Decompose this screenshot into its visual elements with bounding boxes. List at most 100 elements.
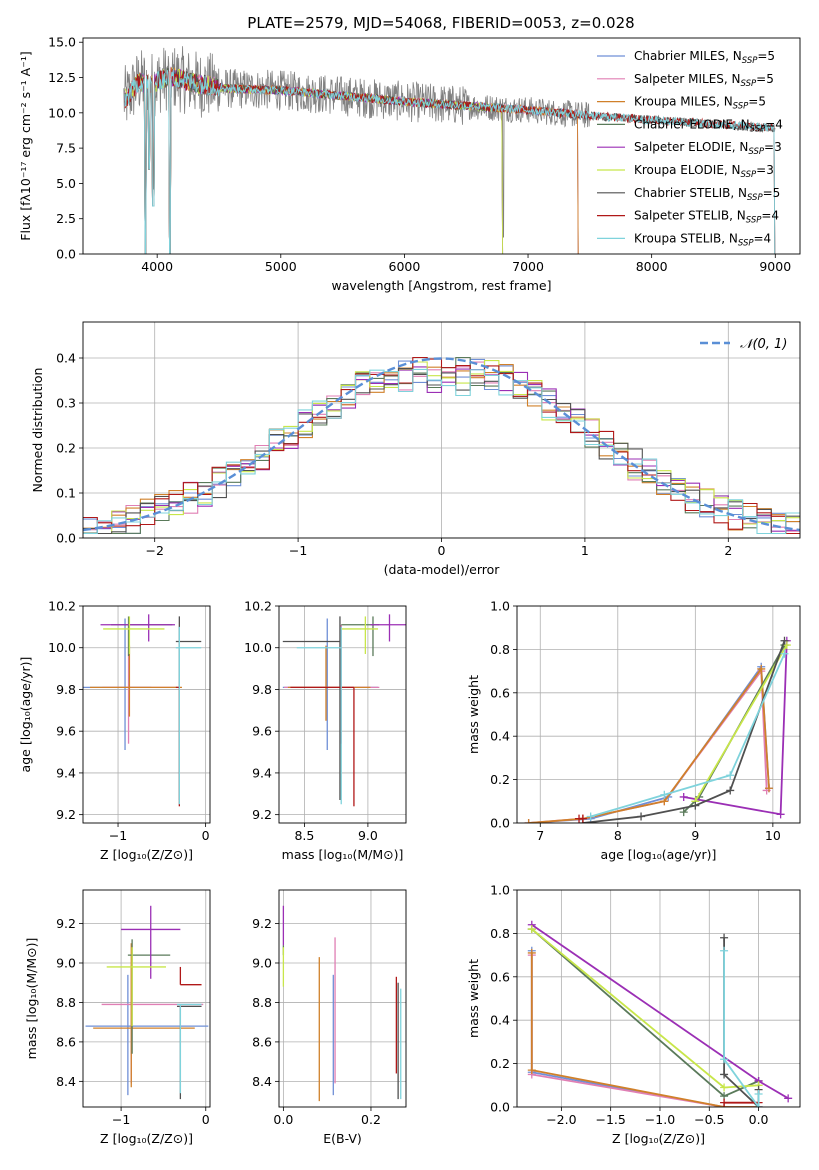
age-vs-mass-xlabel: mass [log₁₀(M/M⊙)] [282, 847, 404, 862]
massweight-vs-age-ylabel: mass weight [466, 675, 481, 754]
mass-vs-ebv-axes: 0.0 0.2 8.4 8.6 8.8 9.0 9.2 E(B-V) [252, 889, 407, 1146]
x-tick-label: 8 [614, 828, 622, 843]
x-tick-label: −1 [109, 828, 127, 843]
y-tick-label: 10.0 [48, 640, 76, 655]
y-tick-label: 12.5 [48, 70, 76, 85]
spectrum-plot-area [123, 46, 776, 254]
legend-n: , N [729, 209, 746, 223]
legend-subscript: SSP [748, 147, 764, 157]
y-tick-label: 8.8 [252, 995, 272, 1010]
legend-nssp: =5 [757, 49, 775, 63]
age-vs-mass-axes: 8.5 9.0 9.2 9.4 9.6 9.8 10.0 10.2 mass [log₁₀(M/… [244, 599, 407, 862]
y-tick-label: 5.0 [56, 176, 76, 191]
x-tick-label: 8.5 [294, 828, 314, 843]
mass-weight-marker [720, 946, 729, 955]
legend-subscript: SSP [741, 79, 757, 89]
legend-label: Salpeter MILES, NSSP=5 [634, 72, 774, 89]
legend-nssp: =4 [754, 231, 772, 245]
legend-model-name: Salpeter MILES [634, 72, 724, 86]
legend-subscript: SSP [738, 238, 754, 248]
spectrum-axes: 4000 5000 6000 7000 8000 9000 0.0 2.5 5.0 7.5 10.0… [18, 35, 801, 293]
y-tick-label: 8.6 [252, 1034, 272, 1049]
legend-nssp: =3 [764, 140, 782, 154]
residuals-axes: −2 −1 0 1 2 0.0 0.1 0.2 0.3 0.4 (data-model)/error… [30, 321, 801, 577]
y-tick-label: 0.0 [490, 1100, 510, 1115]
mass-weight-marker [776, 810, 785, 819]
y-tick-label: 0.2 [490, 1056, 510, 1071]
legend-nssp: =5 [748, 95, 766, 109]
mass-weight-marker [720, 1070, 729, 1079]
y-tick-label: 9.2 [56, 807, 76, 822]
mass-weight-marker [780, 649, 789, 658]
model-spectrum-line [124, 67, 504, 254]
residual-legend: 𝒩(0, 1) [700, 337, 787, 352]
spectrum-ylabel: Flux [fλ10⁻¹⁷ erg cm⁻² s⁻¹ A⁻¹] [18, 51, 33, 240]
legend-model-name: Salpeter ELODIE [634, 140, 732, 154]
y-tick-label: 0.0 [56, 531, 76, 546]
legend-model-name: Chabrier MILES [634, 49, 725, 63]
x-tick-label: 9.0 [358, 828, 378, 843]
legend-subscript: SSP [750, 124, 766, 134]
mass-weight-marker [524, 819, 533, 823]
x-tick-label: 1 [581, 543, 589, 558]
legend-nssp: =4 [765, 117, 783, 131]
legend-label: Chabrier MILES, NSSP=5 [634, 49, 775, 66]
age-vs-Z-xlabel: Z [log₁₀(Z/Z⊙)] [100, 847, 193, 862]
residuals-frame [82, 321, 801, 539]
y-tick-label: 9.6 [252, 724, 272, 739]
massweight-vs-age-xlabel: age [log₁₀(age/yr)] [601, 847, 717, 862]
legend-model-name: Kroupa STELIB [634, 231, 721, 245]
mass-vs-Z-axes: −1 0 8.4 8.6 8.8 9.0 9.2 Z [log₁₀(Z/Z⊙)] mass [l… [24, 889, 211, 1146]
legend-model-name: Salpeter STELIB [634, 209, 729, 223]
legend-nssp: =3 [756, 163, 774, 177]
y-tick-label: 8.8 [56, 995, 76, 1010]
y-tick-label: 9.8 [252, 682, 272, 697]
y-tick-label: 0.8 [490, 642, 510, 657]
x-tick-label: −1.5 [595, 1112, 625, 1127]
residual-histogram [83, 366, 800, 535]
y-tick-label: 1.0 [490, 883, 510, 898]
mass-weight-marker [726, 771, 735, 780]
residual-histogram [83, 368, 800, 535]
legend-n: , N [716, 95, 733, 109]
x-tick-label: 9 [691, 828, 699, 843]
mass-weight-marker [691, 801, 700, 810]
y-tick-label: 0.3 [56, 396, 76, 411]
y-tick-label: 15.0 [48, 35, 76, 50]
residuals-plot-area [83, 322, 800, 538]
mass-weight-marker [726, 786, 735, 795]
x-tick-label: 0.0 [749, 1112, 769, 1127]
legend-nssp: =5 [756, 72, 774, 86]
spectrum-xlabel: wavelength [Angstrom, rest frame] [331, 278, 551, 293]
x-tick-label: 0 [438, 543, 446, 558]
age-vs-mass-frame [278, 605, 407, 824]
y-tick-label: 8.6 [56, 1034, 76, 1049]
mass-weight-marker [679, 808, 688, 817]
legend-label: Kroupa MILES, NSSP=5 [634, 95, 766, 112]
massweight-vs-Z-xlabel: Z [log₁₀(Z/Z⊙)] [612, 1131, 705, 1146]
x-tick-label: 2 [724, 543, 732, 558]
legend-label: Chabrier ELODIE, NSSP=4 [634, 117, 783, 134]
age-vs-Z-frame [82, 605, 211, 824]
mass-vs-ebv-xlabel: E(B-V) [323, 1131, 362, 1146]
mass-vs-Z-xlabel: Z [log₁₀(Z/Z⊙)] [100, 1131, 193, 1146]
legend-nssp: =5 [763, 186, 781, 200]
y-tick-label: 10.2 [48, 599, 76, 614]
y-tick-label: 9.8 [56, 682, 76, 697]
mass-weight-marker [754, 1103, 763, 1107]
y-tick-label: 0.4 [490, 729, 510, 744]
legend-n: , N [733, 117, 750, 131]
x-tick-label: 7000 [512, 259, 544, 274]
legend-subscript: SSP [742, 56, 758, 66]
y-tick-label: 0.8 [490, 926, 510, 941]
residual-histogram [83, 356, 800, 535]
x-tick-label: 10 [765, 828, 781, 843]
legend-label: Chabrier STELIB, NSSP=5 [634, 186, 780, 203]
mass-weight-marker [586, 812, 595, 821]
gaussian-curve [83, 357, 800, 532]
mass-weight-marker [637, 812, 646, 821]
x-tick-label: 0 [202, 828, 210, 843]
residuals-ylabel: Normed distribution [30, 368, 45, 493]
mass-weight-line [590, 653, 786, 818]
legend-label: 𝒩(0, 1) [740, 337, 787, 352]
